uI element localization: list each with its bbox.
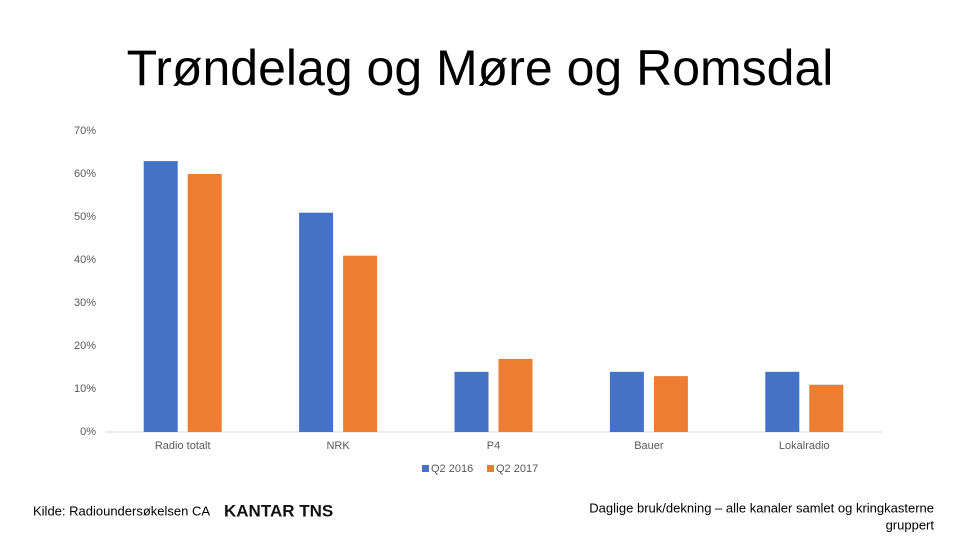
legend-swatch — [422, 465, 429, 472]
bar — [498, 358, 533, 432]
y-tick-label: 30% — [74, 297, 96, 309]
bar — [143, 161, 178, 432]
x-tick-label: Lokalradio — [779, 440, 830, 452]
bar — [299, 212, 334, 432]
y-tick-label: 10% — [74, 383, 96, 395]
legend-label: Q2 2016 — [431, 463, 473, 475]
y-tick-label: 50% — [74, 211, 96, 223]
logo: KANTAR TNS — [224, 501, 333, 520]
legend-swatch — [487, 465, 494, 472]
bar — [765, 371, 800, 432]
chart-title: Trøndelag og Møre og Romsdal — [127, 40, 834, 96]
bar — [809, 384, 844, 432]
y-tick-label: 20% — [74, 340, 96, 352]
y-tick-label: 70% — [74, 125, 96, 137]
bar — [187, 174, 222, 432]
x-tick-label: Bauer — [634, 440, 664, 452]
bar — [343, 255, 378, 432]
bar — [609, 371, 644, 432]
bar — [653, 376, 688, 432]
bar — [454, 371, 489, 432]
y-tick-label: 40% — [74, 254, 96, 266]
legend-label: Q2 2017 — [496, 463, 538, 475]
y-tick-label: 0% — [80, 426, 96, 438]
y-tick-label: 60% — [74, 168, 96, 180]
note: Daglige bruk/dekning – alle kanaler saml… — [589, 500, 934, 515]
note: gruppert — [886, 517, 935, 532]
source: Kilde: Radioundersøkelsen CA — [33, 503, 210, 518]
x-tick-label: Radio totalt — [155, 440, 211, 452]
x-tick-label: NRK — [326, 440, 350, 452]
x-tick-label: P4 — [487, 440, 500, 452]
